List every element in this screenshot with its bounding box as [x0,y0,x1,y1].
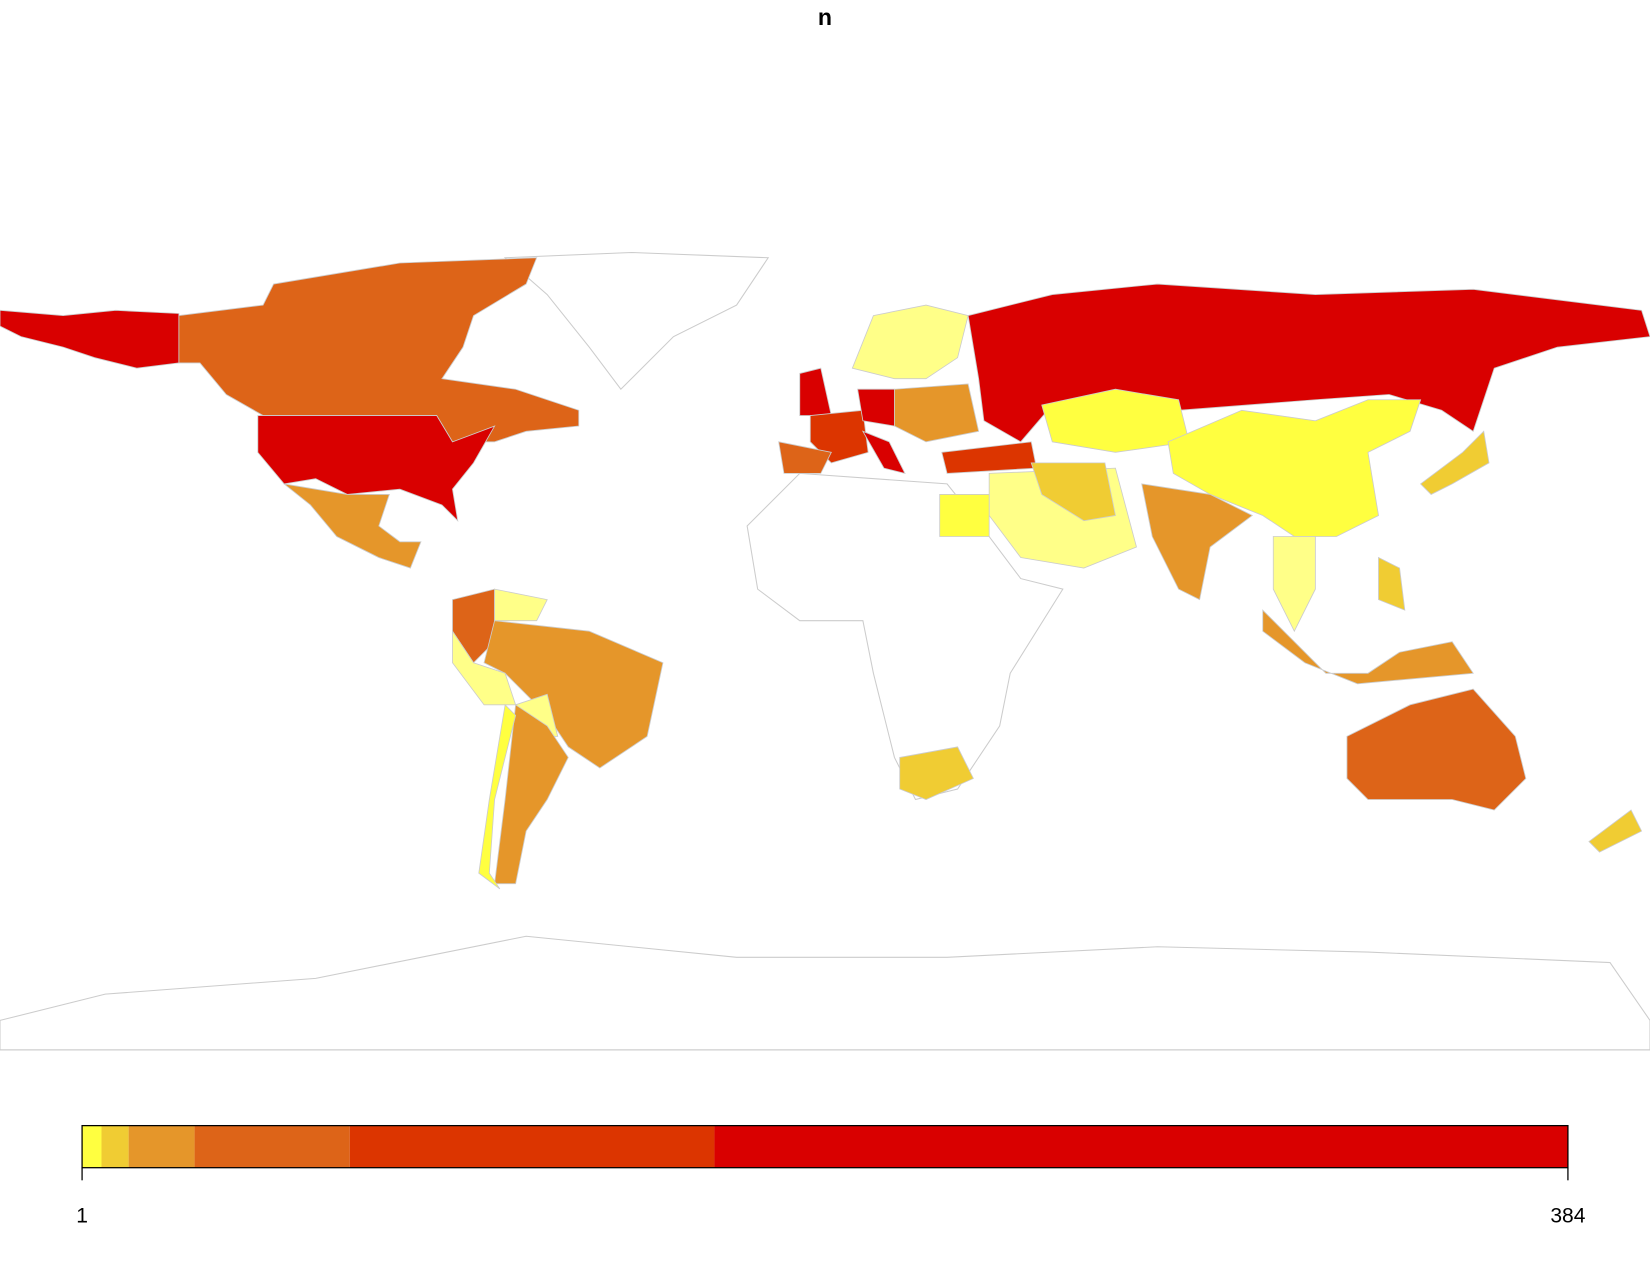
country [894,383,980,443]
country [1588,809,1643,853]
tick-label: 1 [76,1204,88,1227]
legend-segment [101,1125,129,1168]
country [478,703,517,890]
country [1141,483,1254,601]
map [0,251,1650,1051]
tick-label: 384 [1550,1204,1585,1227]
country [178,257,580,443]
country [494,588,548,622]
legend-segment [349,1125,715,1168]
legend-segment [714,1125,1568,1168]
country [861,430,906,475]
country [851,304,969,380]
greenland [503,251,770,391]
legend-segment [82,1125,102,1168]
country [1272,536,1316,633]
country [452,588,495,664]
country [494,704,569,885]
country [257,415,496,522]
country [0,309,180,369]
country [799,367,832,416]
country [1030,462,1116,522]
country [778,441,832,474]
country [857,388,895,427]
country [483,620,664,769]
country [282,483,422,569]
color-legend: 1 384 [76,1124,1586,1227]
legend-segment [128,1125,195,1168]
country [1262,609,1474,685]
legend-segment [194,1125,350,1168]
chart-title: n [818,4,832,30]
country [1346,688,1527,811]
country [1378,556,1406,611]
legend-frame [81,1124,1569,1169]
country [809,409,869,464]
country [941,441,1038,474]
country [1419,430,1490,495]
country [939,494,990,537]
antarctica [0,935,1650,1051]
country [1167,399,1422,537]
country [899,746,974,800]
